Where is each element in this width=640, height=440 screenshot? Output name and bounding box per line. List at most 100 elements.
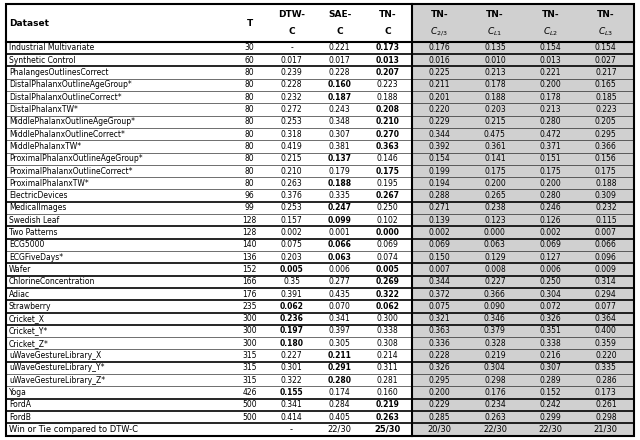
Text: 0.400: 0.400 [595, 326, 617, 335]
Text: ECG5000: ECG5000 [9, 240, 44, 249]
Text: 0.263: 0.263 [484, 413, 506, 422]
Bar [412, 362, 634, 374]
Bar [412, 325, 634, 337]
Text: TN-: TN- [431, 10, 448, 19]
Text: 0.311: 0.311 [377, 363, 399, 372]
Text: 0.180: 0.180 [280, 339, 303, 348]
Text: 0.010: 0.010 [484, 56, 506, 65]
Text: 0.063: 0.063 [484, 240, 506, 249]
Text: 0.405: 0.405 [329, 413, 351, 422]
Text: 0.344: 0.344 [429, 130, 451, 139]
Text: 0.220: 0.220 [429, 105, 451, 114]
Bar [412, 227, 634, 238]
Text: 0.213: 0.213 [540, 105, 561, 114]
Text: 0.141: 0.141 [484, 154, 506, 163]
Text: 0.392: 0.392 [429, 142, 451, 151]
Text: 0.242: 0.242 [540, 400, 561, 409]
Text: 0.359: 0.359 [595, 339, 617, 348]
Text: 315: 315 [243, 363, 257, 372]
Text: 0.294: 0.294 [595, 290, 617, 299]
Text: 0.208: 0.208 [376, 105, 399, 114]
Text: 0.234: 0.234 [484, 400, 506, 409]
Text: 128: 128 [243, 216, 257, 225]
Text: TN-: TN- [379, 10, 397, 19]
Text: 0.277: 0.277 [329, 277, 351, 286]
Text: 500: 500 [243, 413, 257, 422]
Text: 0.338: 0.338 [377, 326, 399, 335]
Text: 0.188: 0.188 [377, 93, 399, 102]
Text: 0.214: 0.214 [377, 351, 399, 360]
Text: 0.154: 0.154 [540, 44, 561, 52]
Text: 0.099: 0.099 [328, 216, 351, 225]
Bar [412, 300, 634, 312]
Bar [412, 79, 634, 91]
Text: FordA: FordA [9, 400, 31, 409]
Text: 0.414: 0.414 [281, 413, 302, 422]
Text: 0.304: 0.304 [484, 363, 506, 372]
Text: 80: 80 [245, 68, 255, 77]
Bar [412, 263, 634, 275]
Text: 0.223: 0.223 [595, 105, 617, 114]
Text: $C_{2/3}$: $C_{2/3}$ [431, 26, 449, 38]
Text: 0.366: 0.366 [484, 290, 506, 299]
Text: 0.35: 0.35 [283, 277, 300, 286]
Text: 0.228: 0.228 [329, 68, 350, 77]
Text: TN-: TN- [597, 10, 614, 19]
Text: 0.397: 0.397 [329, 326, 351, 335]
Text: 80: 80 [245, 117, 255, 126]
Text: 0.156: 0.156 [595, 154, 617, 163]
Text: 0.176: 0.176 [484, 388, 506, 397]
Text: 22/30: 22/30 [538, 425, 563, 434]
Text: 0.127: 0.127 [540, 253, 561, 262]
Text: 0.217: 0.217 [595, 68, 617, 77]
Bar [412, 423, 634, 436]
Text: 136: 136 [243, 253, 257, 262]
Text: 300: 300 [243, 339, 257, 348]
Text: 0.381: 0.381 [329, 142, 351, 151]
Text: 0.016: 0.016 [429, 56, 451, 65]
Text: ChlorineConcentration: ChlorineConcentration [9, 277, 95, 286]
Text: 0.288: 0.288 [429, 191, 450, 200]
Text: 0.062: 0.062 [376, 302, 399, 311]
Text: 0.203: 0.203 [484, 105, 506, 114]
Text: 0.221: 0.221 [540, 68, 561, 77]
Text: 0.154: 0.154 [429, 154, 451, 163]
Text: 0.126: 0.126 [540, 216, 561, 225]
Text: ElectricDevices: ElectricDevices [9, 191, 67, 200]
Text: 0.069: 0.069 [377, 240, 399, 249]
Text: DTW-: DTW- [278, 10, 305, 19]
Text: 0.207: 0.207 [376, 68, 399, 77]
Text: 0.013: 0.013 [540, 56, 561, 65]
Bar [412, 153, 634, 165]
Text: DistalPhalanxOutlineCorrect*: DistalPhalanxOutlineCorrect* [9, 93, 122, 102]
Text: 0.223: 0.223 [377, 81, 399, 89]
Text: 0.006: 0.006 [540, 265, 561, 274]
Text: 0.298: 0.298 [595, 413, 617, 422]
Text: 0.072: 0.072 [540, 302, 561, 311]
Text: 20/30: 20/30 [428, 425, 451, 434]
Text: 0.211: 0.211 [328, 351, 351, 360]
Text: ProximalPhalanxOutlineCorrect*: ProximalPhalanxOutlineCorrect* [9, 166, 132, 176]
Bar [412, 312, 634, 325]
Bar [412, 275, 634, 288]
Text: MiddlePhalanxTW*: MiddlePhalanxTW* [9, 142, 81, 151]
Text: 0.017: 0.017 [329, 56, 351, 65]
Text: Yoga: Yoga [9, 388, 27, 397]
Text: Wafer: Wafer [9, 265, 31, 274]
Text: 0.229: 0.229 [429, 117, 451, 126]
Text: 0.173: 0.173 [376, 44, 399, 52]
Text: 0.247: 0.247 [328, 203, 351, 213]
Text: 0.263: 0.263 [376, 413, 399, 422]
Text: -: - [290, 44, 293, 52]
Text: DistalPhalanxOutlineAgeGroup*: DistalPhalanxOutlineAgeGroup* [9, 81, 132, 89]
Text: 0.341: 0.341 [329, 314, 351, 323]
Text: 0.102: 0.102 [377, 216, 399, 225]
Text: 80: 80 [245, 93, 255, 102]
Text: 0.391: 0.391 [281, 290, 302, 299]
Text: 96: 96 [245, 191, 255, 200]
Text: 0.066: 0.066 [595, 240, 617, 249]
Text: 0.146: 0.146 [377, 154, 399, 163]
Text: 0.213: 0.213 [484, 68, 506, 77]
Text: 0.286: 0.286 [595, 376, 617, 385]
Text: 80: 80 [245, 130, 255, 139]
